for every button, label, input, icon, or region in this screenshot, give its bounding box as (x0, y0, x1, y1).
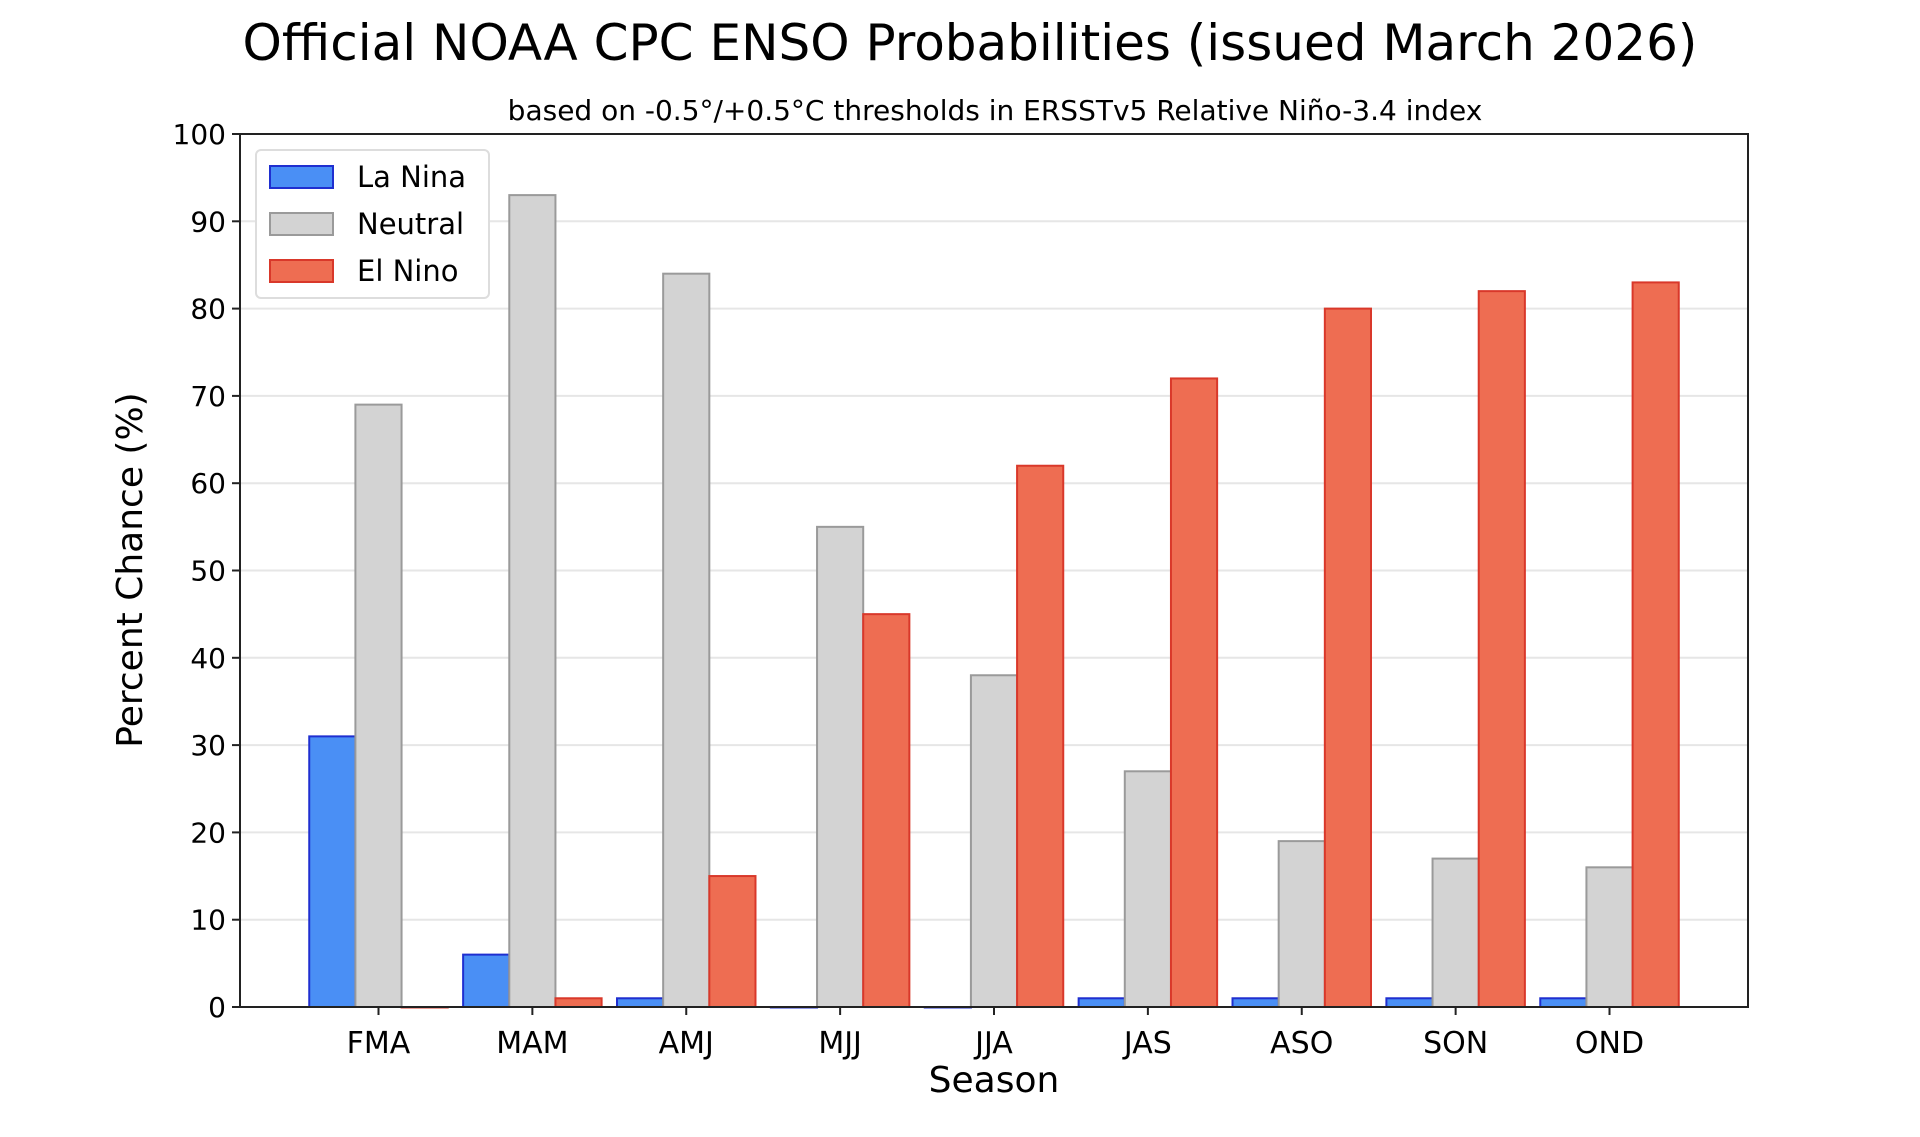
bar-la-nina-aso (1231, 997, 1280, 1009)
x-tick-label: FMA (347, 1026, 411, 1061)
legend-label: La Nina (357, 160, 466, 194)
y-axis-ticks: 0 10 20 30 40 50 60 70 80 90 100 (173, 118, 240, 1024)
bar-neutral-aso (1277, 840, 1326, 1008)
y-tick-label: 20 (190, 816, 226, 849)
x-tick-label: AMJ (659, 1026, 714, 1061)
x-tick-label: MJJ (818, 1026, 862, 1061)
bar-la-nina-mam (462, 953, 511, 1008)
bar-el-nino-mjj (862, 613, 911, 1009)
bar-la-nina-son (1385, 997, 1434, 1009)
bar-el-nino-amj (708, 875, 757, 1008)
x-tick-label: SON (1423, 1026, 1488, 1061)
legend: La Nina Neutral El Nino (255, 149, 490, 299)
bar-el-nino-ond (1631, 281, 1680, 1009)
x-tick-label: ASO (1270, 1026, 1333, 1061)
legend-label: Neutral (357, 207, 464, 241)
bar-neutral-ond (1585, 866, 1634, 1008)
bar-neutral-jja (969, 674, 1019, 1008)
y-tick-label: 50 (190, 555, 226, 588)
bar-la-nina-ond (1539, 997, 1588, 1009)
bar-neutral-amj (662, 272, 711, 1008)
x-tick-label: JAS (1122, 1026, 1172, 1061)
bar-el-nino-jja (1016, 464, 1065, 1008)
bar-neutral-jas (1123, 770, 1172, 1008)
legend-swatch-el-nino (269, 259, 334, 283)
y-tick-label: 30 (190, 729, 226, 762)
bar-la-nina-amj (616, 997, 665, 1009)
x-tick-label: MAM (496, 1026, 568, 1061)
bars (308, 194, 1680, 1009)
legend-label: El Nino (357, 254, 458, 288)
chart-subtitle: based on -0.5°/+0.5°C thresholds in ERSS… (508, 94, 1483, 127)
y-tick-label: 100 (173, 118, 226, 151)
x-tick-label: OND (1575, 1026, 1644, 1061)
bar-neutral-son (1431, 857, 1480, 1009)
bar-el-nino-jas (1169, 377, 1219, 1008)
y-tick-label: 0 (208, 991, 226, 1024)
y-tick-label: 80 (190, 293, 226, 326)
x-axis-ticks: FMA MAM AMJ MJJ JJA JAS ASO SON OND (347, 1007, 1644, 1061)
x-tick-label: JJA (973, 1026, 1013, 1061)
y-tick-label: 90 (190, 205, 226, 238)
x-axis-label: Season (929, 1060, 1060, 1101)
bar-neutral-mjj (816, 525, 865, 1008)
bar-el-nino-aso (1323, 307, 1373, 1009)
bar-la-nina-jas (1077, 997, 1126, 1009)
bar-neutral-mam (508, 194, 557, 1009)
y-tick-label: 10 (190, 904, 226, 937)
y-tick-label: 40 (190, 642, 226, 675)
bar-la-nina-fma (308, 735, 357, 1008)
y-tick-label: 70 (190, 380, 226, 413)
bar-el-nino-mam (554, 997, 603, 1009)
y-axis-label: Percent Chance (%) (110, 392, 151, 747)
legend-swatch-neutral (269, 212, 334, 236)
bar-el-nino-son (1477, 290, 1526, 1008)
legend-swatch-la-nina (269, 165, 334, 189)
bar-neutral-fma (354, 403, 403, 1008)
chart-title: Official NOAA CPC ENSO Probabilities (is… (243, 14, 1698, 72)
y-tick-label: 60 (190, 467, 226, 500)
